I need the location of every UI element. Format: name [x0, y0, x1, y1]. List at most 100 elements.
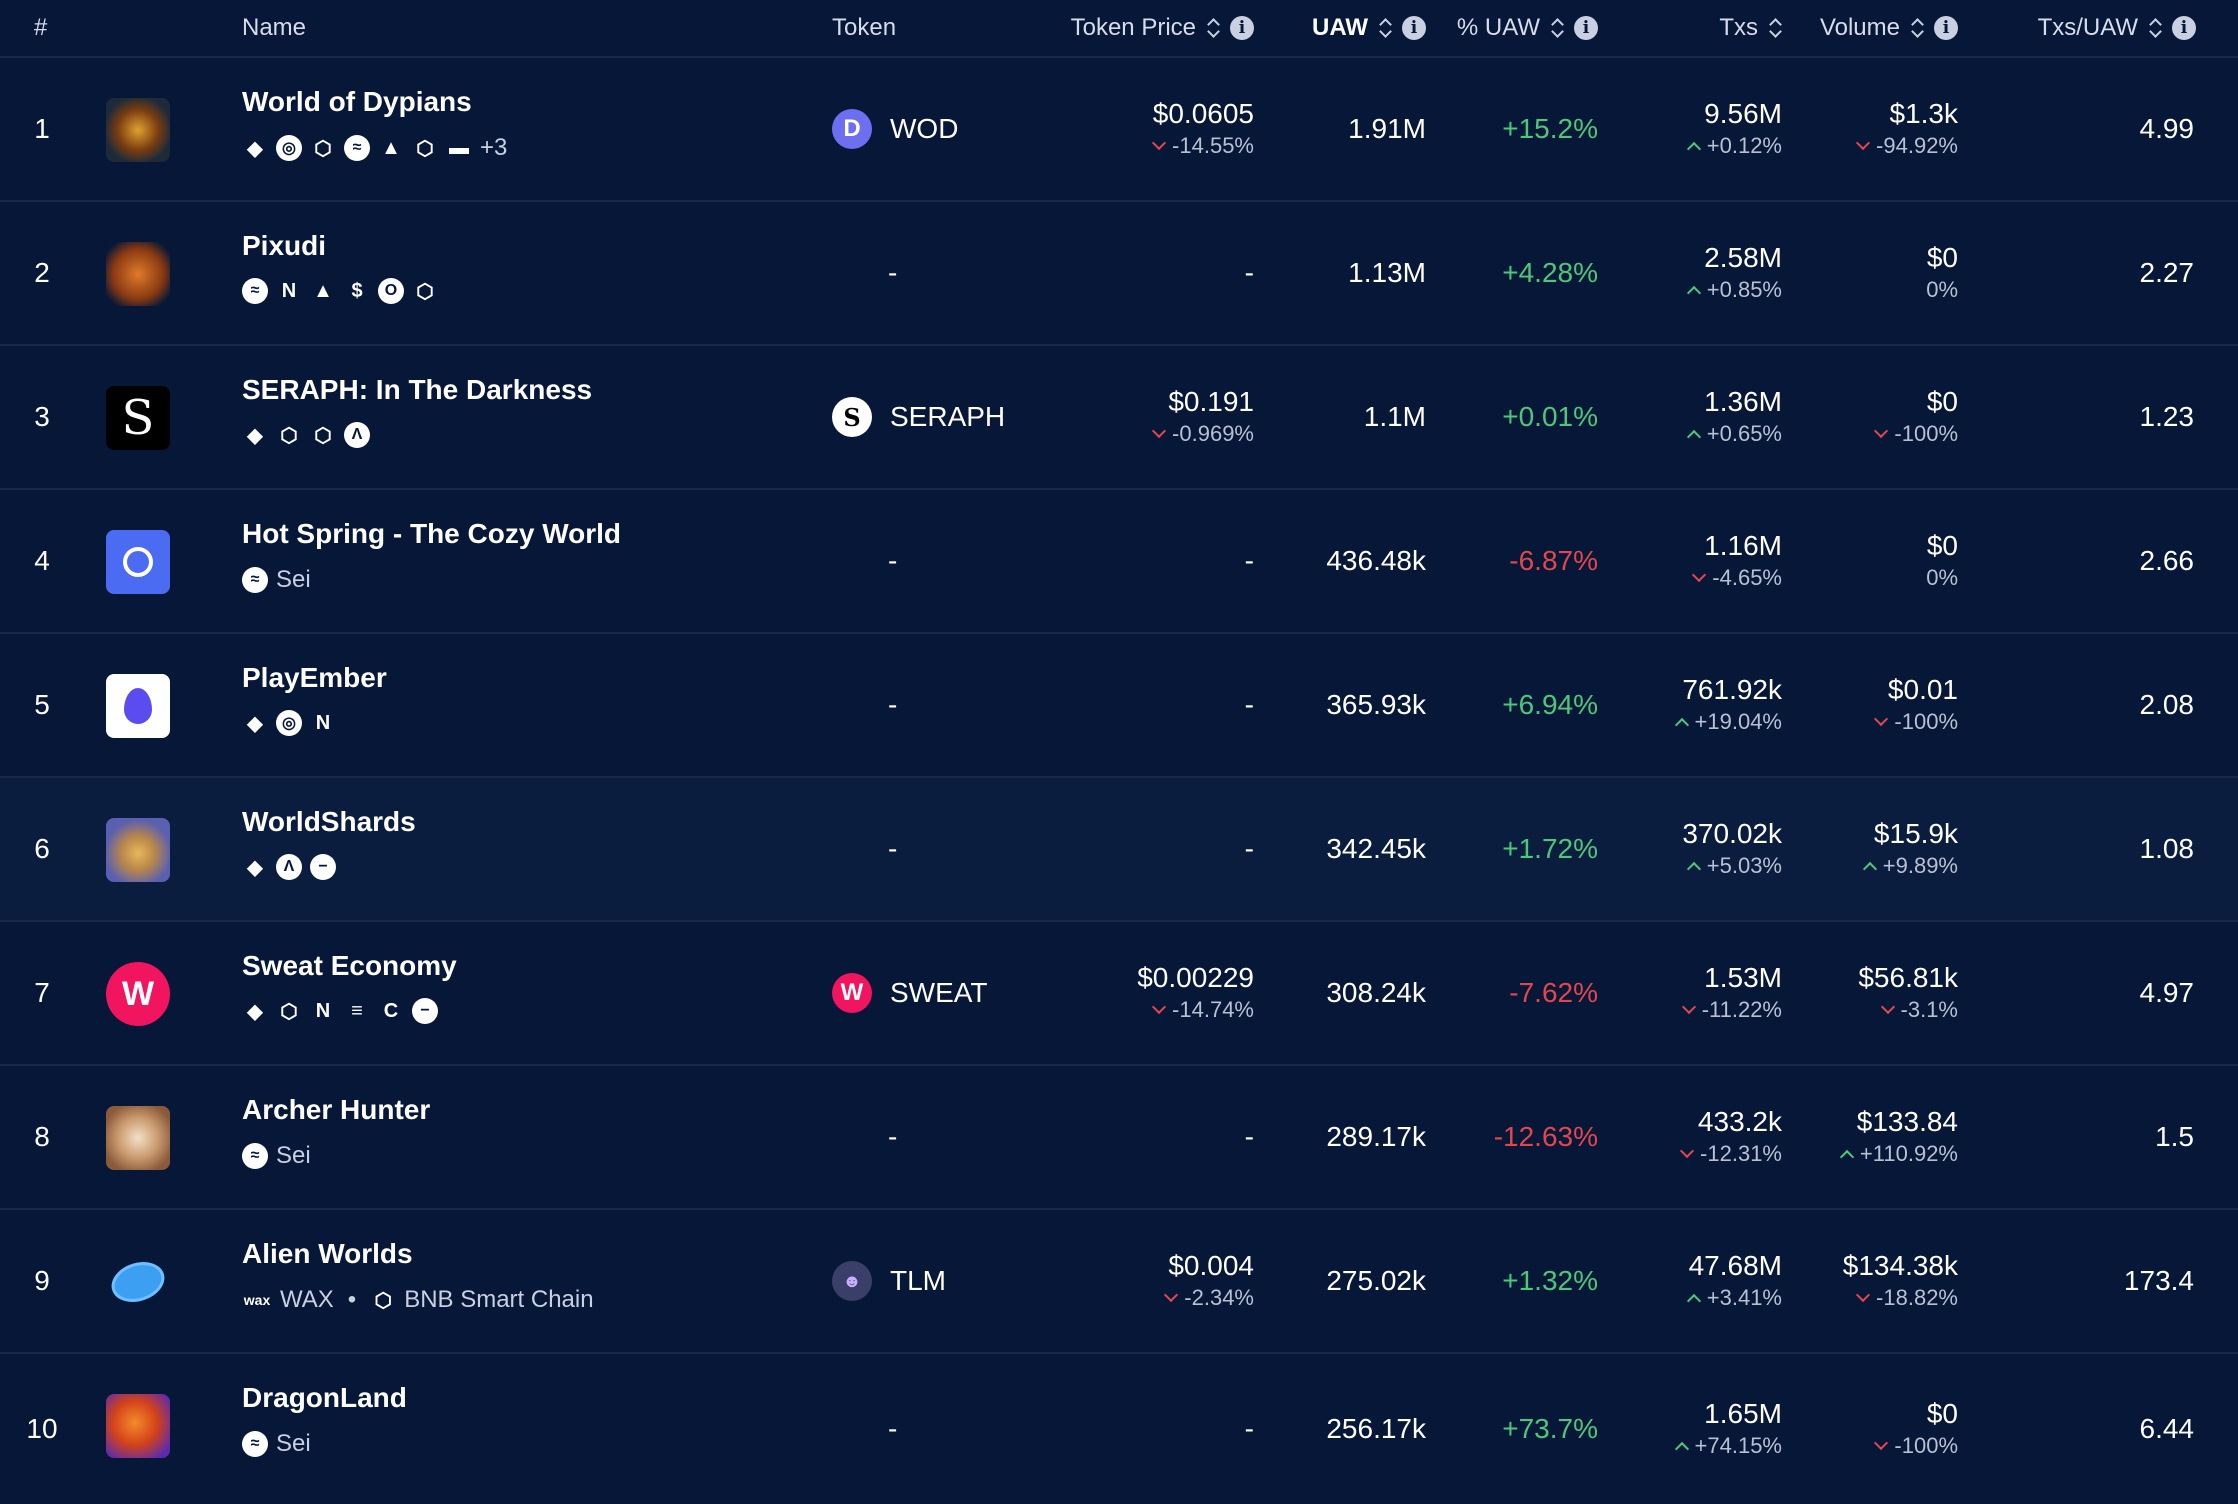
pct-uaw-value: -6.87% — [1509, 545, 1598, 576]
table-row[interactable]: 4 Hot Spring - The Cozy World ≈ Sei - - … — [0, 490, 2238, 634]
token-price: $0.191 — [1168, 386, 1254, 417]
col-name: Name — [242, 0, 306, 56]
pct-uaw-value: +73.7% — [1502, 1413, 1598, 1444]
arbitrum-icon: Λ — [276, 854, 302, 880]
table-row[interactable]: 5 PlayEmber ◆ ◎ N - - 365.93k +6.94% 761… — [0, 634, 2238, 778]
info-icon[interactable]: i — [1934, 16, 1958, 40]
chain-list: ◆ ◎ N — [242, 710, 336, 736]
volume-change: 0% — [1926, 277, 1958, 302]
game-name[interactable]: PlayEmber — [242, 662, 387, 693]
arbitrum-icon: Λ — [344, 422, 370, 448]
col-pct-uaw[interactable]: % UAW i — [1440, 0, 1598, 56]
token-price: - — [1244, 1121, 1254, 1152]
row-rank: 9 — [34, 1265, 50, 1296]
uaw-value: 289.17k — [1326, 1121, 1426, 1152]
sort-icon[interactable] — [1910, 17, 1924, 39]
sort-icon[interactable] — [2148, 17, 2162, 39]
table-row[interactable]: 7 W Sweat Economy ◆ ⬡ N ≡ C − W SWEAT $0… — [0, 922, 2238, 1066]
avalanche-icon: ▲ — [313, 279, 333, 302]
col-uaw[interactable]: UAW i — [1270, 0, 1426, 56]
txs-cell: 1.65M +74.15% — [1620, 1354, 1782, 1504]
sort-icon[interactable] — [1378, 17, 1392, 39]
sei-icon: ≈ — [242, 1143, 268, 1169]
col-token-price[interactable]: Token Price i — [1000, 0, 1254, 56]
bnb-chain-icon: ⬡ — [374, 1289, 392, 1312]
info-icon[interactable]: i — [1402, 16, 1426, 40]
info-icon[interactable]: i — [1574, 16, 1598, 40]
pct-uaw-value: -7.62% — [1509, 977, 1598, 1008]
info-icon[interactable]: i — [1230, 16, 1254, 40]
txs-uaw-value: 173.4 — [2123, 1265, 2194, 1296]
token-cell: D WOD — [832, 58, 958, 200]
game-name[interactable]: WorldShards — [242, 806, 416, 837]
volume-change: -3.1% — [1883, 995, 1958, 1025]
txs-uaw-value: 6.44 — [2139, 1413, 2195, 1444]
table-row[interactable]: 1 World of Dypians ◆ ◎ ⬡ ≈ ▲ ⬡ ▬ +3 D WO… — [0, 58, 2238, 202]
game-name[interactable]: Hot Spring - The Cozy World — [242, 518, 622, 549]
game-name[interactable]: World of Dypians — [242, 86, 472, 117]
sort-icon[interactable] — [1768, 17, 1782, 39]
sei-icon: ≈ — [242, 278, 268, 304]
uaw-value: 365.93k — [1326, 689, 1426, 720]
txs-cell: 1.53M -11.22% — [1620, 922, 1782, 1064]
base-icon: − — [412, 998, 438, 1024]
uaw-value: 308.24k — [1326, 977, 1426, 1008]
chain-list: ◆ Λ − — [242, 854, 336, 880]
game-name[interactable]: Alien Worlds — [242, 1238, 413, 1269]
table-row[interactable]: 2 Pixudi ≈ N ▲ $ O ⬡ - - 1.13M +4.28% 2.… — [0, 202, 2238, 346]
volume-change: +110.92% — [1842, 1139, 1958, 1169]
table-row[interactable]: 10 DragonLand ≈ Sei - - 256.17k +73.7% 1… — [0, 1354, 2238, 1504]
volume-change: 0% — [1926, 565, 1958, 590]
token-price: - — [1244, 689, 1254, 720]
game-name[interactable]: DragonLand — [242, 1382, 407, 1413]
circle-chain-icon: O — [378, 278, 404, 304]
txs-value: 370.02k — [1682, 818, 1782, 849]
uaw-value: 256.17k — [1326, 1413, 1426, 1444]
row-rank: 8 — [34, 1121, 50, 1152]
token-symbol: - — [888, 1121, 898, 1152]
chain-list: ◆ ◎ ⬡ ≈ ▲ ⬡ ▬ +3 — [242, 134, 507, 162]
game-name[interactable]: Sweat Economy — [242, 950, 457, 981]
sort-icon[interactable] — [1206, 17, 1220, 39]
col-txs-uaw[interactable]: Txs/UAW i — [2000, 0, 2196, 56]
table-row[interactable]: 9 Alien Worlds wax WAX • ⬡ BNB Smart Cha… — [0, 1210, 2238, 1354]
table-row[interactable]: 3 S SERAPH: In The Darkness ◆ ⬡ ⬡ Λ S SE… — [0, 346, 2238, 490]
col-txs[interactable]: Txs — [1660, 0, 1782, 56]
volume-change: -18.82% — [1858, 1283, 1958, 1313]
sei-icon: ≈ — [242, 1431, 268, 1457]
core-icon: ◎ — [276, 710, 302, 736]
token-tlm-icon: ☻ — [832, 1261, 872, 1301]
volume-value: $0.01 — [1887, 674, 1958, 705]
txs-change: +0.85% — [1689, 275, 1782, 305]
chain-list: ◆ ⬡ N ≡ C − — [242, 998, 438, 1024]
sei-icon: ≈ — [344, 135, 370, 161]
row-rank: 3 — [34, 401, 50, 432]
chain-label: Sei — [276, 1142, 311, 1169]
game-name[interactable]: SERAPH: In The Darkness — [242, 374, 593, 405]
txs-uaw-value: 4.97 — [2139, 977, 2195, 1008]
txs-change: -12.31% — [1682, 1139, 1782, 1169]
volume-cell: $0 -100% — [1800, 1354, 1958, 1504]
pct-uaw-value: +6.94% — [1502, 689, 1598, 720]
table-row[interactable]: 8 Archer Hunter ≈ Sei - - 289.17k -12.63… — [0, 1066, 2238, 1210]
row-rank: 5 — [34, 689, 50, 720]
game-name[interactable]: Archer Hunter — [242, 1094, 431, 1125]
game-logo — [106, 1394, 170, 1458]
token-price: - — [1244, 545, 1254, 576]
chain-label-2: BNB Smart Chain — [404, 1286, 594, 1313]
volume-change: -94.92% — [1858, 131, 1958, 161]
token-price-cell: $0.0605 -14.55% — [1000, 58, 1254, 200]
col-rank-label: # — [34, 14, 48, 41]
txs-uaw-value: 4.99 — [2139, 113, 2195, 144]
sort-icon[interactable] — [1550, 17, 1564, 39]
separator-dot: • — [347, 1286, 357, 1313]
table-row[interactable]: 6 WorldShards ◆ Λ − - - 342.45k +1.72% 3… — [0, 778, 2238, 922]
col-volume[interactable]: Volume i — [1800, 0, 1958, 56]
col-name-label: Name — [242, 14, 307, 41]
token-symbol: - — [888, 833, 898, 864]
game-name[interactable]: Pixudi — [242, 230, 327, 261]
ethereum-icon: ◆ — [247, 1000, 263, 1023]
info-icon[interactable]: i — [2172, 16, 2196, 40]
more-chains[interactable]: +3 — [480, 134, 508, 161]
txs-value: 47.68M — [1688, 1250, 1782, 1281]
